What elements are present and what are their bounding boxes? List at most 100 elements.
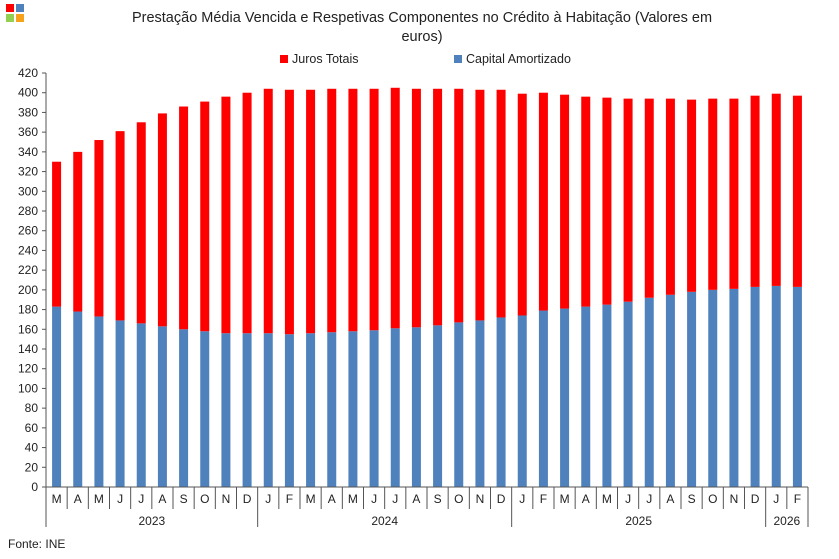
bar-capital (411, 327, 421, 487)
y-tick-label: 20 (25, 460, 39, 474)
x-tick-label: M (348, 492, 358, 506)
bar-juros (73, 151, 83, 312)
bar-juros (284, 89, 294, 335)
logo-icon (6, 4, 24, 22)
x-tick-label: A (328, 492, 336, 506)
y-tick-label: 360 (18, 125, 38, 139)
x-axis: M A M J J A S O N D J F M A M J J A S O N D J F M A M J J A S O N D J F2023… (45, 486, 809, 528)
x-tick-label: S (434, 492, 442, 506)
legend-label-capital: Capital Amortizado (466, 52, 571, 66)
y-tick-label: 200 (18, 283, 38, 297)
bar-juros (560, 94, 570, 309)
bar-juros (115, 131, 125, 321)
x-tick-label: J (265, 492, 271, 506)
y-tick-label: 300 (18, 184, 38, 198)
bar-juros (581, 96, 591, 307)
y-tick-label: 340 (18, 145, 38, 159)
bar-juros (538, 92, 548, 311)
y-tick-label: 40 (25, 441, 39, 455)
bar-capital (792, 286, 802, 487)
x-tick-label: A (666, 492, 674, 506)
bar-capital (687, 291, 697, 487)
chart-title-line-1: Prestação Média Vencida e Respetivas Com… (132, 10, 712, 26)
x-tick-label: M (602, 492, 612, 506)
bar-juros (623, 98, 633, 302)
x-tick-label: F (540, 492, 547, 506)
bar-juros (369, 88, 379, 331)
bar-juros (242, 92, 252, 334)
legend-swatch-capital (454, 55, 462, 63)
x-tick-label: S (180, 492, 188, 506)
x-tick-label: D (751, 492, 760, 506)
x-tick-label: A (74, 492, 82, 506)
x-tick-label: J (773, 492, 779, 506)
bar-juros (496, 89, 506, 318)
bar-capital (221, 333, 231, 487)
bar-juros (348, 88, 358, 332)
year-label: 2024 (371, 514, 398, 528)
bar-juros (792, 95, 802, 287)
legend-label-juros: Juros Totais (292, 52, 358, 66)
year-label: 2023 (138, 514, 165, 528)
bar-juros (644, 98, 654, 298)
x-tick-label: J (117, 492, 123, 506)
bar-capital (538, 310, 548, 487)
x-tick-label: O (708, 492, 717, 506)
bar-juros (517, 93, 527, 316)
bar-capital (200, 331, 210, 487)
x-tick-label: N (476, 492, 485, 506)
x-tick-label: F (794, 492, 801, 506)
bar-juros (687, 99, 697, 292)
x-tick-label: J (625, 492, 631, 506)
y-tick-label: 160 (18, 322, 38, 336)
y-tick-label: 320 (18, 165, 38, 179)
y-tick-label: 380 (18, 105, 38, 119)
x-tick-label: M (52, 492, 62, 506)
x-tick-label: J (646, 492, 652, 506)
x-tick-label: J (138, 492, 144, 506)
y-tick-label: 180 (18, 303, 38, 317)
bar-juros (200, 101, 210, 332)
bar-juros (750, 95, 760, 287)
bar-capital (115, 320, 125, 487)
chart-title-line-2: euros) (401, 29, 442, 45)
bar-capital (52, 306, 62, 487)
bar-capital (581, 306, 591, 487)
bar-capital (390, 328, 400, 487)
x-tick-label: O (454, 492, 463, 506)
y-tick-label: 80 (25, 401, 39, 415)
bar-juros (708, 98, 718, 290)
bar-juros (454, 88, 464, 323)
bar-capital (433, 325, 443, 487)
y-tick-label: 120 (18, 362, 38, 376)
bar-capital (560, 308, 570, 487)
bar-capital (644, 297, 654, 487)
x-tick-label: M (560, 492, 570, 506)
bar-capital (517, 315, 527, 487)
y-tick-label: 240 (18, 243, 38, 257)
bars (52, 87, 802, 487)
bar-capital (327, 332, 337, 487)
y-tick-label: 260 (18, 224, 38, 238)
x-tick-label: J (371, 492, 377, 506)
bar-capital (348, 331, 358, 487)
x-tick-label: D (243, 492, 252, 506)
bar-capital (263, 333, 273, 487)
x-tick-label: D (497, 492, 506, 506)
bar-capital (94, 316, 104, 487)
x-tick-label: J (392, 492, 398, 506)
bar-juros (327, 88, 337, 333)
y-tick-label: 100 (18, 381, 38, 395)
x-tick-label: F (286, 492, 293, 506)
x-tick-label: N (730, 492, 739, 506)
x-tick-label: O (200, 492, 209, 506)
bar-juros (729, 98, 739, 289)
bar-capital (750, 286, 760, 487)
bar-juros (433, 88, 443, 326)
bar-capital (623, 301, 633, 487)
bar-capital (242, 333, 252, 487)
bar-capital (475, 320, 485, 487)
bar-juros (771, 93, 781, 286)
bar-capital (136, 323, 146, 487)
y-tick-label: 220 (18, 263, 38, 277)
